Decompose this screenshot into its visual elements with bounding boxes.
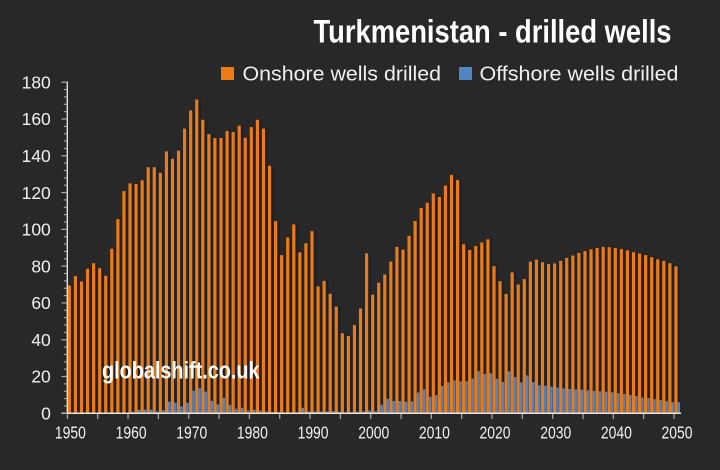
- svg-text:1980: 1980: [237, 423, 268, 443]
- svg-text:2040: 2040: [601, 423, 632, 443]
- svg-text:60: 60: [31, 293, 51, 313]
- svg-text:160: 160: [22, 109, 51, 129]
- svg-text:Turkmenistan - drilled wells: Turkmenistan - drilled wells: [314, 13, 672, 49]
- svg-text:2030: 2030: [540, 423, 571, 443]
- svg-text:1990: 1990: [298, 423, 329, 443]
- svg-text:80: 80: [31, 256, 51, 276]
- svg-text:2020: 2020: [480, 423, 511, 443]
- svg-text:2010: 2010: [419, 423, 450, 443]
- svg-text:2000: 2000: [358, 423, 389, 443]
- svg-text:1960: 1960: [116, 423, 147, 443]
- svg-text:1950: 1950: [55, 423, 86, 443]
- svg-text:20: 20: [31, 367, 51, 387]
- svg-text:180: 180: [22, 72, 51, 92]
- svg-text:0: 0: [41, 404, 51, 424]
- svg-text:Onshore wells drilled: Onshore wells drilled: [243, 62, 442, 85]
- svg-text:100: 100: [22, 220, 51, 240]
- svg-text:1970: 1970: [176, 423, 207, 443]
- svg-text:2050: 2050: [662, 423, 693, 443]
- svg-text:globalshift.co.uk: globalshift.co.uk: [102, 357, 260, 384]
- svg-text:Offshore wells drilled: Offshore wells drilled: [480, 62, 679, 85]
- svg-text:40: 40: [31, 330, 51, 350]
- svg-text:120: 120: [22, 183, 51, 203]
- svg-text:140: 140: [22, 146, 51, 166]
